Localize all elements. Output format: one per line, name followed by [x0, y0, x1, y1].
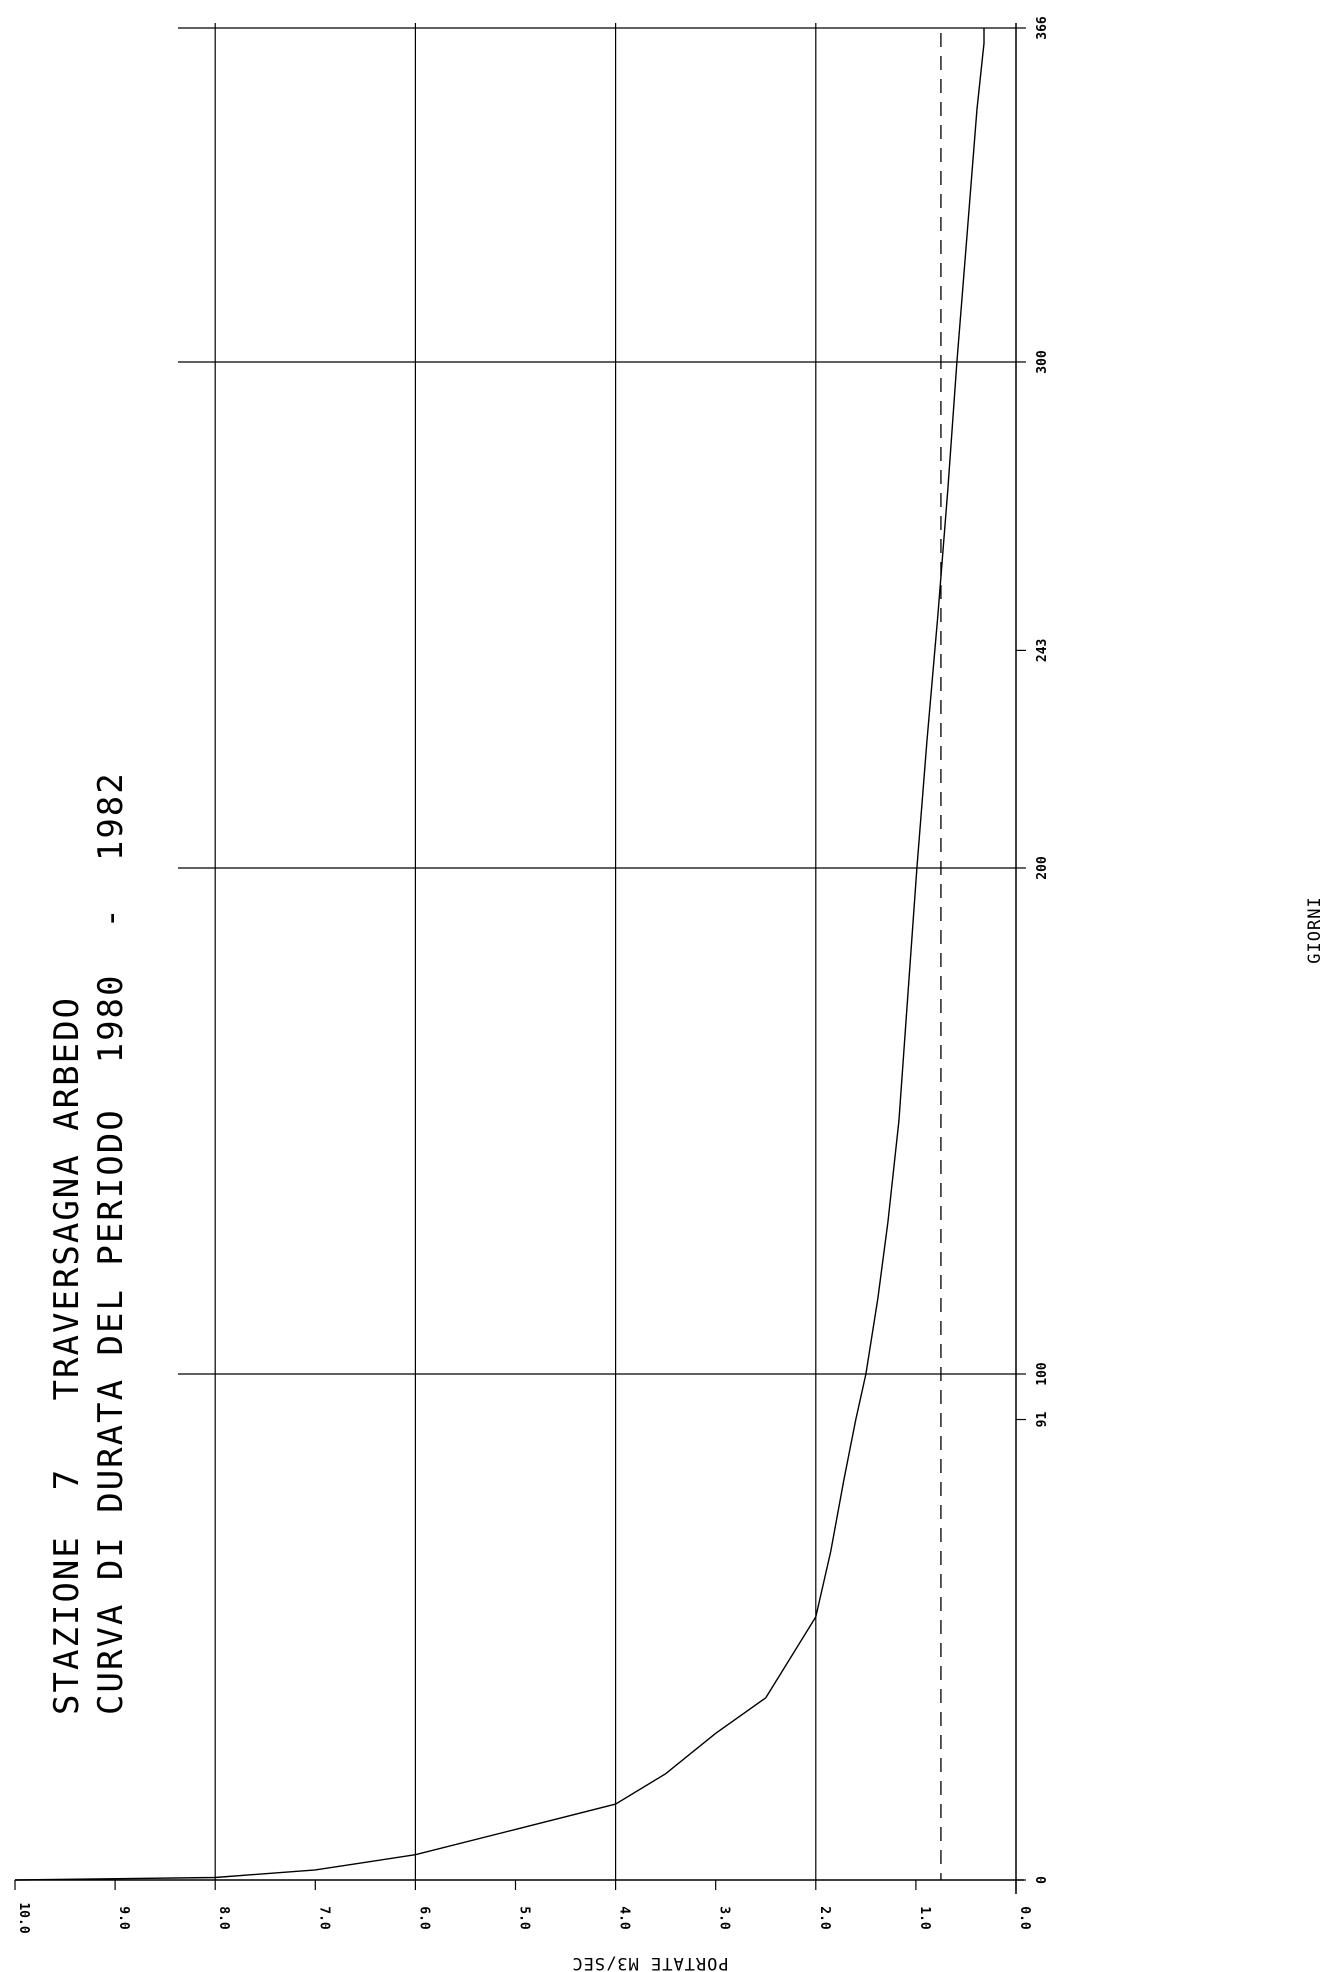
y-tick-label: 1.0 [917, 1906, 932, 1930]
x-tick-label: 0 [1035, 1876, 1050, 1884]
series-layer [14, 28, 985, 1881]
x-tick-label: 300 [1035, 350, 1050, 374]
y-tick-label: 9.0 [116, 1906, 131, 1930]
y-tick-label: 10.0 [16, 1902, 31, 1933]
x-tick-label: 91 [1035, 1412, 1050, 1428]
y-axis-label: PORTATE M3/SEC [571, 1953, 728, 1972]
x-tick-label: 243 [1035, 639, 1050, 662]
tick-labels: 0 91 100 200 243 300 366 0.0 1.0 2.0 3.0 4.0 5.0 6.0 7… [16, 16, 1050, 1934]
y-tick-label: 3.0 [717, 1906, 732, 1930]
grid-lines [178, 23, 1016, 1880]
chart-title: STAZIONE 7 TRAVERSAGNA ARBEDO [47, 996, 87, 1715]
y-tick-label: 5.0 [517, 1906, 532, 1930]
x-tick-label: 100 [1035, 1362, 1050, 1386]
y-tick-label: 0.0 [1017, 1906, 1032, 1930]
y-tick-label: 6.0 [416, 1906, 431, 1930]
y-tick-label: 2.0 [817, 1906, 832, 1930]
x-axis-label: GIORNI [1305, 896, 1325, 963]
duration-curve-line-0 [14, 28, 985, 1881]
y-tick-label: 7.0 [316, 1906, 331, 1930]
axes [14, 23, 1026, 1894]
chart-subtitle: CURVA DI DURATA DEL PERIODO 1980 - 1982 [91, 771, 131, 1715]
x-tick-label: 200 [1035, 856, 1050, 880]
y-tick-label: 8.0 [216, 1906, 231, 1930]
y-tick-label: 4.0 [617, 1906, 632, 1930]
x-tick-label: 366 [1035, 16, 1050, 40]
